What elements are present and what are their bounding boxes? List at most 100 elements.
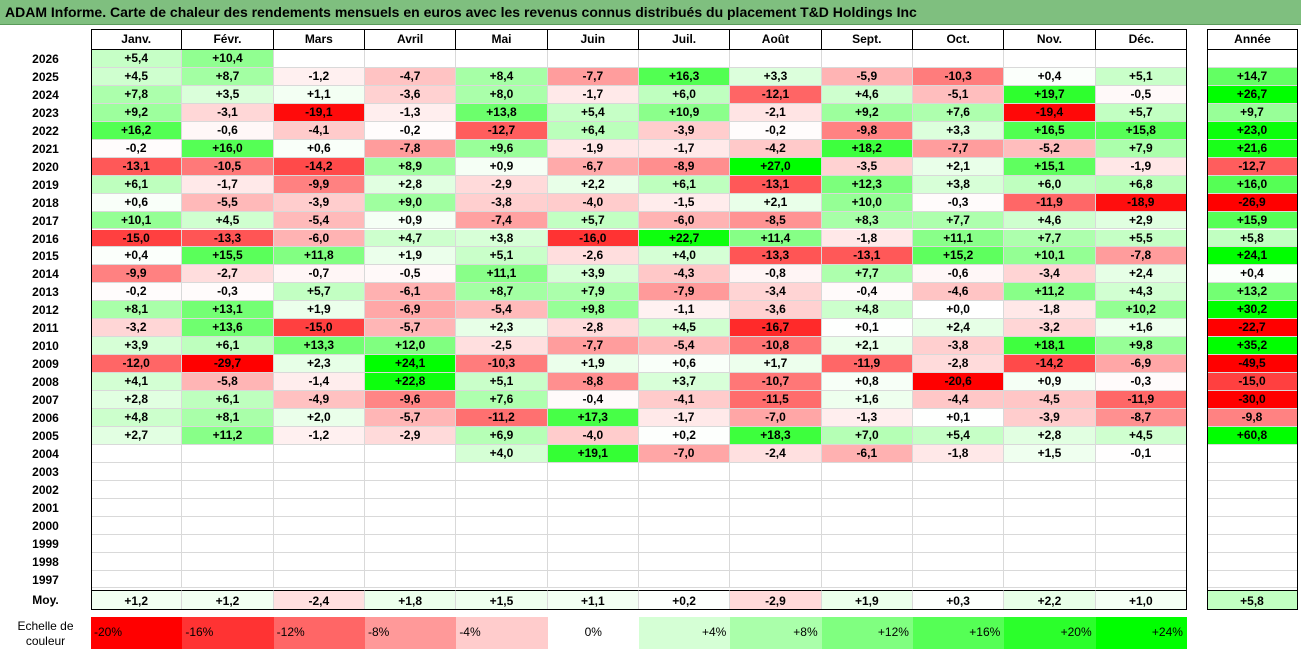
heatmap-cell: -3,2 xyxy=(91,319,183,338)
heatmap-cell: +7,6 xyxy=(912,103,1005,122)
month-header: Oct. xyxy=(912,29,1005,50)
heatmap-cell: +6,4 xyxy=(547,121,639,140)
heatmap-cell xyxy=(364,50,457,68)
heatmap-cell xyxy=(730,570,822,589)
heatmap-cell: -4,3 xyxy=(638,265,731,284)
heatmap-cell: +4,0 xyxy=(638,247,731,266)
heatmap-cell xyxy=(821,516,913,535)
annual-cell xyxy=(1207,50,1298,68)
heatmap-cell: +1,6 xyxy=(821,391,913,409)
heatmap-cell: -6,9 xyxy=(364,301,457,320)
average-cell: -2,4 xyxy=(273,590,365,610)
heatmap-cell: +4,6 xyxy=(821,85,913,104)
heatmap-cell xyxy=(547,50,639,68)
heatmap-cell: +9,0 xyxy=(364,193,457,212)
heatmap-cell: +18,1 xyxy=(1004,337,1096,356)
heatmap-cell xyxy=(547,462,639,481)
heatmap-cell: +9,8 xyxy=(1095,337,1187,356)
heatmap-cell xyxy=(912,498,1005,517)
heatmap-cell: +2,4 xyxy=(912,319,1005,338)
heatmap-cell: +2,8 xyxy=(1004,426,1096,445)
heatmap-cell: -6,0 xyxy=(273,229,365,248)
heatmap-cell: -0,5 xyxy=(1095,85,1187,104)
heatmap-cell: +10,2 xyxy=(1095,301,1187,320)
heatmap-cell xyxy=(182,534,274,553)
year-label: 2018 xyxy=(32,195,59,210)
heatmap-cell xyxy=(1095,50,1187,68)
heatmap-cell: +0,6 xyxy=(638,355,731,374)
heatmap-cell: -3,6 xyxy=(364,85,457,104)
heatmap-cell: -8,5 xyxy=(730,211,822,230)
heatmap-cell xyxy=(182,444,274,463)
heatmap-cell: +19,1 xyxy=(547,444,639,463)
annual-cell: +24,1 xyxy=(1207,247,1298,266)
heatmap-cell: -0,3 xyxy=(912,193,1005,212)
heatmap-cell: -1,8 xyxy=(912,444,1005,463)
heatmap-cell: -14,2 xyxy=(1004,355,1096,374)
heatmap-cell: -5,4 xyxy=(456,301,548,320)
heatmap-cell xyxy=(1095,570,1187,589)
heatmap-cell xyxy=(821,570,913,589)
heatmap-cell: +16,5 xyxy=(1004,121,1096,140)
color-scale-swatch: 0% xyxy=(547,617,639,649)
heatmap-cell: +3,5 xyxy=(182,85,274,104)
heatmap-cell: +4,1 xyxy=(91,373,183,392)
heatmap-cell: -3,6 xyxy=(730,301,822,320)
color-scale-swatch: +12% xyxy=(821,617,913,649)
year-label: 2004 xyxy=(32,446,59,461)
heatmap-cell xyxy=(273,444,365,463)
heatmap-cell: +3,8 xyxy=(912,175,1005,194)
heatmap-cell xyxy=(182,498,274,517)
heatmap-cell: +27,0 xyxy=(730,157,822,176)
heatmap-cell: +2,1 xyxy=(821,337,913,356)
annual-cell: +23,0 xyxy=(1207,121,1298,140)
heatmap-cell: -16,7 xyxy=(730,319,822,338)
heatmap-cell: -2,9 xyxy=(456,175,548,194)
year-label: 2020 xyxy=(32,159,59,174)
year-label: 2010 xyxy=(32,339,59,354)
heatmap-cell xyxy=(273,480,365,499)
heatmap-cell: -20,6 xyxy=(912,373,1005,392)
year-label: 2022 xyxy=(32,123,59,138)
heatmap-cell: +7,7 xyxy=(821,265,913,284)
heatmap-cell xyxy=(730,516,822,535)
heatmap-cell: -6,1 xyxy=(364,283,457,302)
heatmap-cell: -7,7 xyxy=(547,337,639,356)
annual-cell xyxy=(1207,516,1298,535)
heatmap-cell: +0,4 xyxy=(91,247,183,266)
annual-cell xyxy=(1207,552,1298,571)
heatmap-cell: +16,3 xyxy=(638,67,731,86)
heatmap-cell: +15,1 xyxy=(1004,157,1096,176)
average-cell: +0,2 xyxy=(638,590,731,610)
heatmap-cell: -1,2 xyxy=(273,426,365,445)
heatmap-cell: +1,9 xyxy=(547,355,639,374)
heatmap-cell: -13,3 xyxy=(182,229,274,248)
heatmap-cell: +3,9 xyxy=(91,337,183,356)
year-label: 2017 xyxy=(32,213,59,228)
heatmap-cell: -16,0 xyxy=(547,229,639,248)
annual-cell: +35,2 xyxy=(1207,337,1298,356)
heatmap-cell: -0,4 xyxy=(821,283,913,302)
annual-cell: -30,0 xyxy=(1207,391,1298,409)
heatmap-cell xyxy=(730,480,822,499)
heatmap-cell: +3,9 xyxy=(547,265,639,284)
heatmap-cell xyxy=(1095,462,1187,481)
heatmap-cell: -11,2 xyxy=(456,409,548,427)
heatmap-cell: -1,8 xyxy=(1004,301,1096,320)
heatmap-cell: +10,4 xyxy=(182,50,274,68)
heatmap-cell: +6,1 xyxy=(182,391,274,409)
annual-cell: -22,7 xyxy=(1207,319,1298,338)
heatmap-cell: -4,7 xyxy=(364,67,457,86)
heatmap-cell: -7,0 xyxy=(730,409,822,427)
heatmap-cell: -12,7 xyxy=(456,121,548,140)
heatmap-cell: -5,9 xyxy=(821,67,913,86)
annual-cell xyxy=(1207,534,1298,553)
heatmap-cell: -9,9 xyxy=(91,265,183,284)
heatmap-cell: -8,8 xyxy=(547,373,639,392)
heatmap-cell: -19,1 xyxy=(273,103,365,122)
heatmap-cell: +2,8 xyxy=(364,175,457,194)
heatmap-cell xyxy=(182,570,274,589)
heatmap-cell: +0,2 xyxy=(638,426,731,445)
heatmap-cell: -12,0 xyxy=(91,355,183,374)
color-scale-swatch: +16% xyxy=(912,617,1005,649)
